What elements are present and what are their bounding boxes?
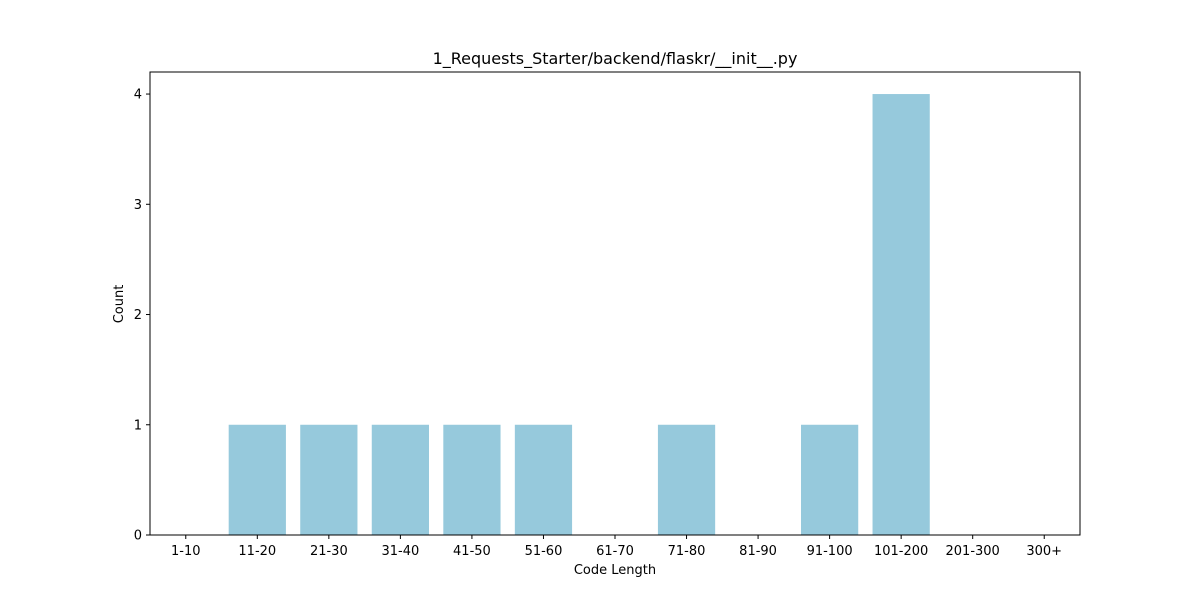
y-tick-label: 0 (134, 529, 142, 544)
x-tick-label: 21-30 (310, 544, 348, 559)
y-tick-label: 2 (134, 308, 142, 323)
bars-group (228, 94, 930, 536)
x-tick-label: 11-20 (238, 544, 276, 559)
x-tick-label: 81-90 (739, 544, 777, 559)
x-tick-label: 201-300 (946, 544, 1000, 559)
x-tick-label: 41-50 (453, 544, 491, 559)
plot-frame (149, 71, 1081, 536)
bar-51-60 (514, 424, 573, 535)
x-axis-label: Code Length (574, 563, 656, 578)
bar-21-30 (300, 424, 358, 535)
bar-31-40 (371, 424, 429, 535)
x-tick-label: 300+ (1026, 544, 1062, 559)
x-tick-label: 91-100 (807, 544, 853, 559)
bar-71-80 (657, 424, 716, 535)
y-tick-label: 3 (134, 198, 142, 213)
x-tick-label: 1-10 (171, 544, 201, 559)
x-tick-label: 71-80 (668, 544, 706, 559)
x-tick-label: 31-40 (381, 544, 419, 559)
x-tick-label: 61-70 (596, 544, 634, 559)
y-axis-ticks: 0 1 2 3 4 (134, 88, 150, 544)
bar-41-50 (443, 424, 501, 535)
x-tick-label: 101-200 (874, 544, 928, 559)
x-tick-label: 51-60 (525, 544, 563, 559)
y-axis-label: Count (112, 285, 127, 324)
bar-11-20 (228, 424, 286, 535)
y-tick-label: 4 (134, 88, 142, 103)
axes-group (149, 71, 1081, 536)
x-axis-ticks: 1-10 11-20 21-30 31-40 41-50 51-60 61-70 71-80 8… (171, 535, 1062, 559)
chart-title: 1_Requests_Starter/backend/flaskr/__init… (433, 49, 798, 69)
bar-91-100 (801, 424, 859, 535)
y-tick-label: 1 (134, 418, 142, 433)
bar-101-200 (872, 94, 930, 536)
